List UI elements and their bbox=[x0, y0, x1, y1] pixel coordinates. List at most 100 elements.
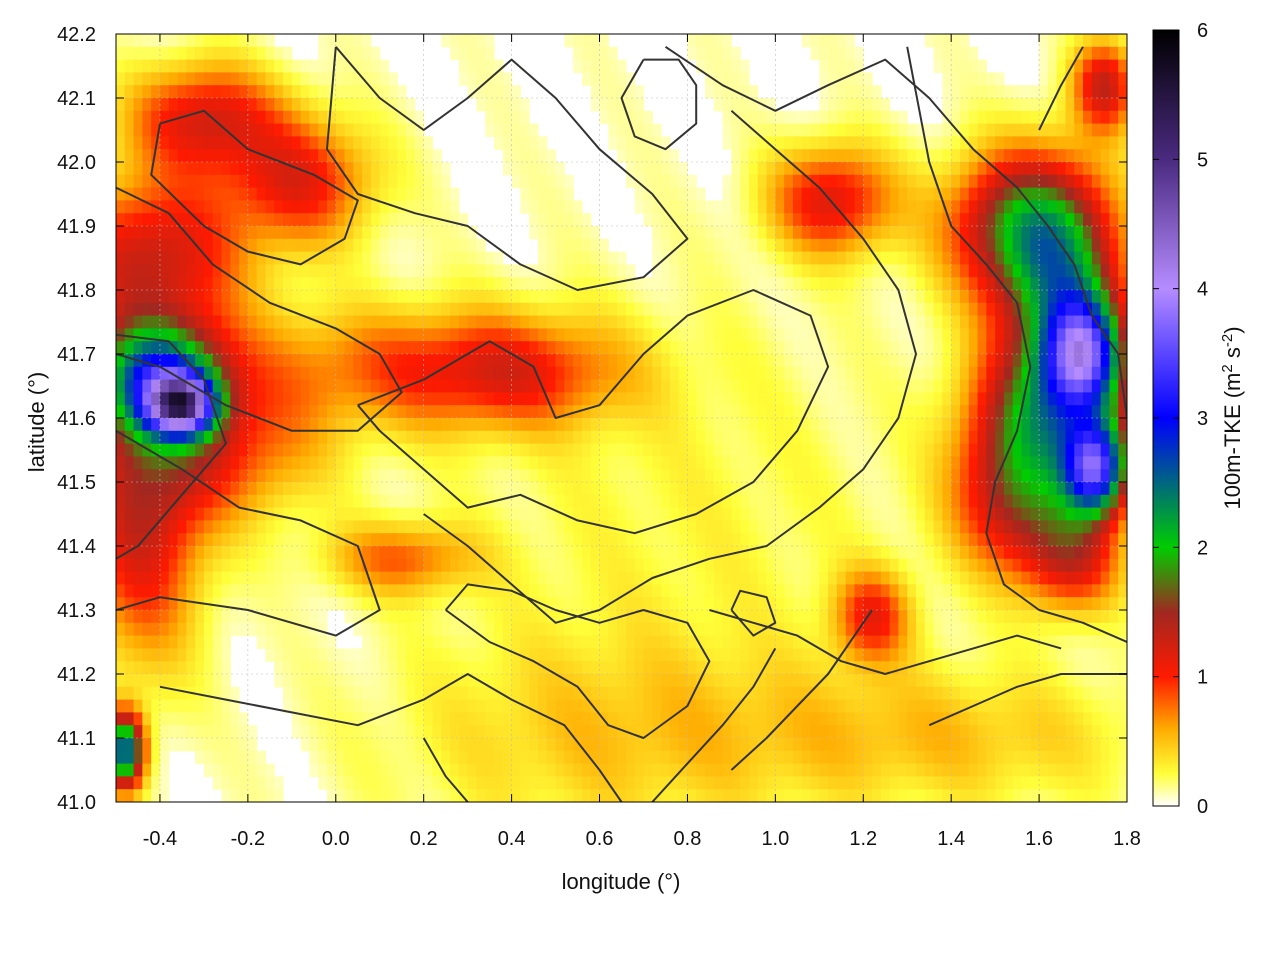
heatmap-cell bbox=[546, 341, 557, 355]
heatmap-cell bbox=[1118, 584, 1127, 598]
heatmap-cell bbox=[766, 238, 776, 253]
heatmap-cell bbox=[924, 507, 935, 521]
heatmap-cell bbox=[151, 430, 161, 445]
heatmap-cell bbox=[1056, 110, 1067, 125]
heatmap-cell bbox=[159, 34, 170, 48]
heatmap-cell bbox=[511, 290, 521, 304]
heatmap-cell bbox=[590, 238, 601, 253]
heatmap-cell bbox=[318, 251, 328, 265]
heatmap-cell bbox=[344, 379, 354, 393]
heatmap-cell bbox=[203, 366, 214, 381]
heatmap-cell bbox=[1083, 494, 1093, 509]
heatmap-cell bbox=[995, 610, 1005, 624]
heatmap-cell bbox=[880, 149, 891, 163]
heatmap-cell bbox=[748, 290, 759, 304]
heatmap-cell bbox=[318, 264, 328, 278]
heatmap-cell bbox=[1100, 507, 1111, 521]
heatmap-cell bbox=[1039, 354, 1049, 368]
heatmap-cell bbox=[643, 123, 653, 137]
heatmap-cell bbox=[168, 494, 179, 509]
heatmap-cell bbox=[573, 571, 583, 585]
heatmap-cell bbox=[203, 149, 214, 163]
heatmap-cell bbox=[1091, 302, 1102, 317]
heatmap-cell bbox=[968, 59, 979, 73]
heatmap-cell bbox=[1118, 494, 1127, 509]
heatmap-cell bbox=[265, 482, 275, 496]
heatmap-cell bbox=[353, 622, 363, 637]
heatmap-cell bbox=[731, 366, 741, 381]
heatmap-cell bbox=[933, 290, 943, 304]
heatmap-cell bbox=[828, 46, 838, 61]
heatmap-cell bbox=[186, 136, 196, 150]
heatmap-cell bbox=[775, 174, 785, 189]
heatmap-cell bbox=[546, 597, 557, 611]
heatmap-cell bbox=[959, 110, 970, 125]
heatmap-cell bbox=[643, 392, 653, 406]
heatmap-cell bbox=[1039, 226, 1049, 240]
heatmap-cell bbox=[265, 251, 275, 265]
heatmap-cell bbox=[924, 558, 935, 573]
heatmap-cell bbox=[625, 366, 636, 381]
heatmap-cell bbox=[300, 469, 311, 483]
heatmap-cell bbox=[151, 533, 161, 547]
heatmap-cell bbox=[880, 290, 891, 304]
heatmap-cell bbox=[265, 46, 275, 61]
heatmap-cell bbox=[880, 443, 891, 457]
heatmap-cell bbox=[230, 34, 240, 48]
heatmap-cell bbox=[1039, 264, 1049, 278]
heatmap-cell bbox=[828, 98, 838, 112]
heatmap-cell bbox=[634, 610, 645, 624]
heatmap-cell bbox=[995, 149, 1005, 163]
heatmap-cell bbox=[959, 571, 970, 585]
heatmap-cell bbox=[370, 238, 381, 253]
heatmap-cell bbox=[133, 456, 143, 470]
heatmap-cell bbox=[441, 341, 451, 355]
heatmap-cell bbox=[705, 482, 715, 496]
heatmap-cell bbox=[889, 494, 900, 509]
heatmap-cell bbox=[863, 546, 873, 560]
heatmap-cell bbox=[784, 546, 794, 560]
heatmap-cell bbox=[318, 187, 328, 201]
heatmap-cell bbox=[397, 558, 407, 573]
heatmap-cell bbox=[828, 213, 838, 227]
heatmap-cell bbox=[687, 533, 697, 547]
heatmap-cell bbox=[168, 341, 179, 355]
heatmap-cell bbox=[186, 123, 196, 137]
heatmap-cell bbox=[916, 162, 926, 176]
heatmap-cell bbox=[221, 418, 231, 432]
heatmap-cell bbox=[450, 584, 460, 598]
heatmap-cell bbox=[1039, 72, 1049, 86]
heatmap-cell bbox=[1065, 238, 1075, 253]
heatmap-cell bbox=[836, 290, 847, 304]
heatmap-cell bbox=[414, 610, 425, 624]
heatmap-cell bbox=[705, 264, 715, 278]
heatmap-cell bbox=[880, 174, 891, 189]
heatmap-cell bbox=[423, 469, 434, 483]
heatmap-cell bbox=[951, 187, 961, 201]
heatmap-cell bbox=[318, 328, 328, 342]
heatmap-cell bbox=[898, 251, 908, 265]
heatmap-cell bbox=[564, 277, 574, 291]
heatmap-cell bbox=[1030, 392, 1040, 406]
heatmap-cell bbox=[977, 558, 987, 573]
heatmap-cell bbox=[203, 379, 214, 393]
heatmap-cell bbox=[239, 507, 249, 521]
heatmap-cell bbox=[388, 238, 398, 253]
heatmap-cell bbox=[810, 354, 820, 368]
heatmap-cell bbox=[476, 72, 486, 86]
heatmap-cell bbox=[1056, 366, 1067, 381]
heatmap-cell bbox=[942, 494, 952, 509]
heatmap-cell bbox=[1056, 507, 1067, 521]
heatmap-cell bbox=[212, 430, 223, 445]
heatmap-cell bbox=[467, 264, 478, 278]
heatmap-cell bbox=[555, 392, 565, 406]
heatmap-cell bbox=[142, 277, 152, 291]
heatmap-cell bbox=[423, 584, 434, 598]
heatmap-cell bbox=[177, 46, 187, 61]
heatmap-cell bbox=[731, 341, 741, 355]
heatmap-cell bbox=[722, 59, 732, 73]
heatmap-cell bbox=[1012, 469, 1023, 483]
heatmap-cell bbox=[1100, 533, 1111, 547]
heatmap-cell bbox=[687, 469, 697, 483]
heatmap-cell bbox=[1118, 430, 1127, 445]
